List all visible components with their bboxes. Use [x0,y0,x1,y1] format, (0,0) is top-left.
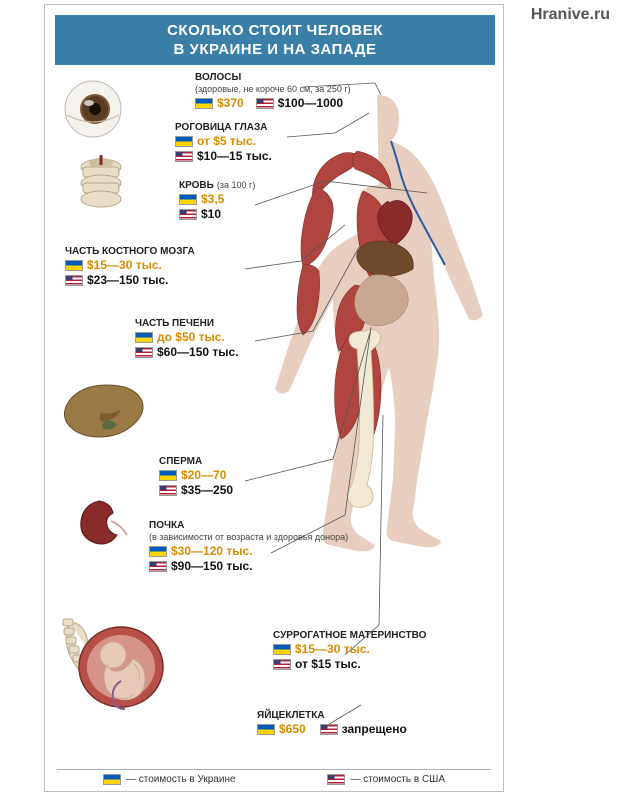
item-bone-marrow: ЧАСТЬ КОСТНОГО МОЗГА $15—30 тыс. $23—150… [65,245,265,287]
flag-ua-icon [103,774,121,785]
item-name: ПОЧКА [149,520,184,531]
legend-us-text: — стоимость в США [350,774,445,785]
item-kidney: ПОЧКА (в зависимости от возраста и здоро… [149,519,349,573]
item-name: ЧАСТЬ КОСТНОГО МОЗГА [65,246,195,257]
flag-ua-icon [175,136,193,147]
flag-us-icon [65,275,83,286]
flag-us-icon [273,659,291,670]
price-us: запрещено [342,722,407,736]
flag-us-icon [159,485,177,496]
legend: — стоимость в Украине — стоимость в США [57,769,491,785]
flag-ua-icon [195,98,213,109]
price-ua: $30—120 тыс. [171,544,253,558]
price-ua: $15—30 тыс. [295,642,370,656]
price-ua: $3,5 [201,192,224,206]
price-us: $100—1000 [278,96,343,110]
flag-ua-icon [65,260,83,271]
price-us: $35—250 [181,483,233,497]
item-surrogacy: СУРРОГАТНОЕ МАТЕРИНСТВО $15—30 тыс. от $… [273,629,493,671]
item-sub: (за 100 г) [217,180,255,190]
flag-ua-icon [257,724,275,735]
item-name: ЧАСТЬ ПЕЧЕНИ [135,318,214,329]
item-name: ВОЛОСЫ [195,72,241,83]
flag-us-icon [135,347,153,358]
flag-us-icon [320,724,338,735]
price-ua: $20—70 [181,468,226,482]
watermark: Hranive.ru [531,6,610,24]
title-box: СКОЛЬКО СТОИТ ЧЕЛОВЕК В УКРАИНЕ И НА ЗАП… [55,15,495,65]
price-us: $10—15 тыс. [197,149,272,163]
legend-ua: — стоимость в Украине [103,774,236,785]
price-ua: $370 [217,96,244,110]
legend-us: — стоимость в США [327,774,445,785]
flag-us-icon [175,151,193,162]
item-egg: ЯЙЦЕКЛЕТКА $650 запрещено [257,709,497,736]
price-us: от $15 тыс. [295,657,361,671]
price-us: $90—150 тыс. [171,559,253,573]
flag-us-icon [179,209,197,220]
price-ua: $15—30 тыс. [87,258,162,272]
flag-us-icon [327,774,345,785]
flag-us-icon [256,98,274,109]
item-sub: (здоровые, не короче 60 см, за 250 г) [195,84,351,94]
price-us: $10 [201,207,221,221]
flag-us-icon [149,561,167,572]
item-name: СПЕРМА [159,456,202,467]
item-blood: КРОВЬ (за 100 г) $3,5 $10 [179,179,339,221]
price-ua: $650 [279,722,306,736]
flag-ua-icon [273,644,291,655]
price-ua: до $50 тыс. [157,330,225,344]
item-sub: (в зависимости от возраста и здоровья до… [149,532,348,542]
item-liver: ЧАСТЬ ПЕЧЕНИ до $50 тыс. $60—150 тыс. [135,317,315,359]
flag-ua-icon [135,332,153,343]
infographic-frame: СКОЛЬКО СТОИТ ЧЕЛОВЕК В УКРАИНЕ И НА ЗАП… [44,4,504,792]
title-line2: В УКРАИНЕ И НА ЗАПАДЕ [55,41,495,60]
item-cornea: РОГОВИЦА ГЛАЗА от $5 тыс. $10—15 тыс. [175,121,355,163]
vertebrae-icon [73,153,129,215]
item-hair: ВОЛОСЫ (здоровые, не короче 60 см, за 25… [195,71,415,110]
fetus-icon [55,605,175,725]
flag-ua-icon [179,194,197,205]
flag-ua-icon [159,470,177,481]
price-us: $23—150 тыс. [87,273,169,287]
legend-ua-text: — стоимость в Украине [126,774,236,785]
item-sperm: СПЕРМА $20—70 $35—250 [159,455,319,497]
item-name: РОГОВИЦА ГЛАЗА [175,122,268,133]
price-ua: от $5 тыс. [197,134,256,148]
flag-ua-icon [149,546,167,557]
eye-icon [61,77,125,141]
item-name: СУРРОГАТНОЕ МАТЕРИНСТВО [273,630,426,641]
price-us: $60—150 тыс. [157,345,239,359]
item-name: КРОВЬ [179,180,214,191]
title-line1: СКОЛЬКО СТОИТ ЧЕЛОВЕК [55,22,495,41]
item-name: ЯЙЦЕКЛЕТКА [257,710,325,721]
kidney-icon [77,495,133,547]
liver-icon [61,381,147,441]
